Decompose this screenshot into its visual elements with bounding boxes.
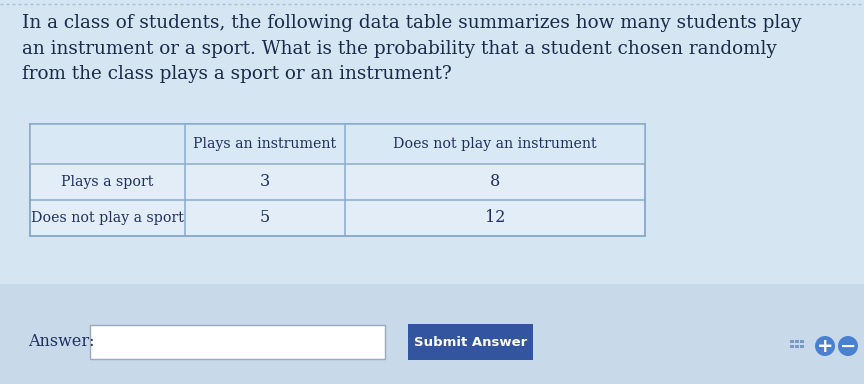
Bar: [90, 325, 385, 359]
Bar: [800, 339, 804, 343]
Text: Plays an instrument: Plays an instrument: [194, 137, 337, 151]
Text: −: −: [840, 336, 856, 356]
Text: Submit Answer: Submit Answer: [414, 336, 527, 349]
Text: 8: 8: [490, 174, 500, 190]
Circle shape: [838, 336, 858, 356]
Bar: [408, 324, 533, 360]
Text: In a class of students, the following data table summarizes how many students pl: In a class of students, the following da…: [22, 14, 802, 83]
Bar: [795, 344, 799, 348]
Text: Does not play a sport: Does not play a sport: [31, 211, 184, 225]
Circle shape: [815, 336, 835, 356]
Bar: [30, 124, 645, 236]
Bar: [30, 124, 645, 164]
Text: Does not play an instrument: Does not play an instrument: [393, 137, 597, 151]
Text: +: +: [816, 336, 833, 356]
Text: 12: 12: [485, 210, 505, 227]
Text: Plays a sport: Plays a sport: [61, 175, 154, 189]
Text: Answer:: Answer:: [28, 333, 94, 351]
Bar: [790, 344, 794, 348]
Bar: [0, 284, 864, 384]
Bar: [800, 344, 804, 348]
Bar: [790, 339, 794, 343]
Bar: [795, 339, 799, 343]
Text: 3: 3: [260, 174, 270, 190]
Text: 5: 5: [260, 210, 270, 227]
